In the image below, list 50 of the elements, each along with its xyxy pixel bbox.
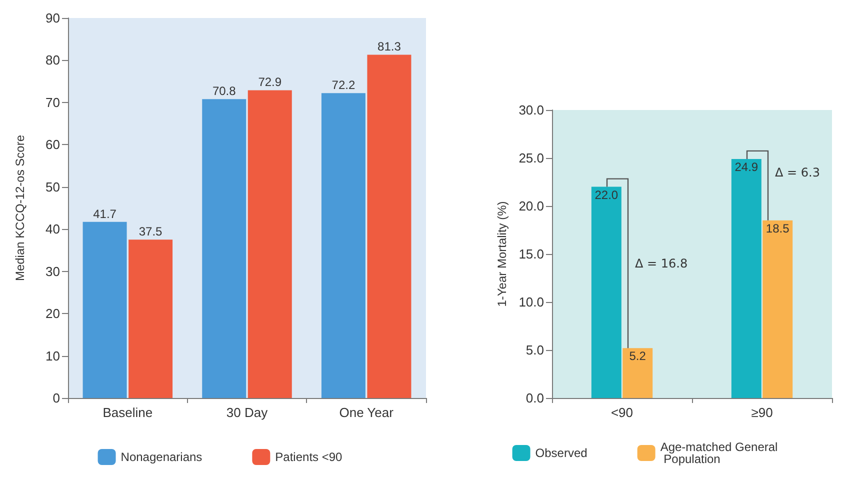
y-tick-label: 60 <box>46 137 60 152</box>
data-label: 81.3 <box>378 40 402 54</box>
y-tick-label: 25.0 <box>518 150 544 166</box>
bar <box>762 220 793 398</box>
y-tick-label: 70 <box>46 94 60 110</box>
data-label: 18.5 <box>766 221 790 236</box>
legend-label: Patients <90 <box>275 450 343 464</box>
y-tick-label: 10 <box>46 348 60 364</box>
y-tick-label: 80 <box>46 52 60 68</box>
y-tick-label: 30 <box>46 264 60 279</box>
legend-label: Observed <box>535 446 588 460</box>
bar <box>128 240 173 398</box>
data-label: 41.7 <box>93 206 117 221</box>
data-label: 24.9 <box>734 160 758 174</box>
data-label: 22.0 <box>594 188 618 202</box>
y-tick-label: 15.0 <box>518 246 544 262</box>
y-axis-title: Median KCCQ-12-os Score <box>13 134 27 282</box>
y-tick-label: 20 <box>46 306 60 322</box>
y-tick-label: 50 <box>46 179 60 194</box>
bar <box>367 54 412 398</box>
y-tick-label: 30.0 <box>518 102 544 118</box>
y-tick-label: 0 <box>52 390 60 406</box>
y-tick-label: 90 <box>46 10 60 26</box>
bar <box>82 222 127 398</box>
x-tick-label: Baseline <box>102 405 153 420</box>
data-label: 70.8 <box>212 84 236 98</box>
data-label: 72.2 <box>332 78 356 92</box>
y-tick-label: 0.0 <box>526 390 544 406</box>
data-label: 72.9 <box>258 75 282 90</box>
y-axis-title: 1-Year Mortality (%) <box>494 201 509 307</box>
bar <box>622 348 653 398</box>
x-tick-label: ≥90 <box>751 405 773 420</box>
y-tick-label: 5.0 <box>526 342 544 358</box>
bar <box>591 186 622 398</box>
data-label: 5.2 <box>629 349 646 364</box>
x-tick-label: One Year <box>339 405 394 420</box>
annotation: Δ = 16.8 <box>635 256 688 271</box>
bar <box>321 93 366 398</box>
y-tick-label: 40 <box>46 222 60 237</box>
annotation: Δ = 6.3 <box>775 165 820 180</box>
y-tick-label: 10.0 <box>518 294 544 310</box>
x-tick-label: <90 <box>610 405 634 420</box>
bar <box>202 99 246 398</box>
bar <box>731 158 762 398</box>
y-tick-label: 20.0 <box>518 198 544 214</box>
bar <box>248 90 292 398</box>
x-tick-label: 30 Day <box>226 405 268 420</box>
legend-label: Age-matched General Population <box>660 440 778 466</box>
legend-label: Nonagenarians <box>120 450 202 464</box>
data-label: 37.5 <box>138 224 163 239</box>
